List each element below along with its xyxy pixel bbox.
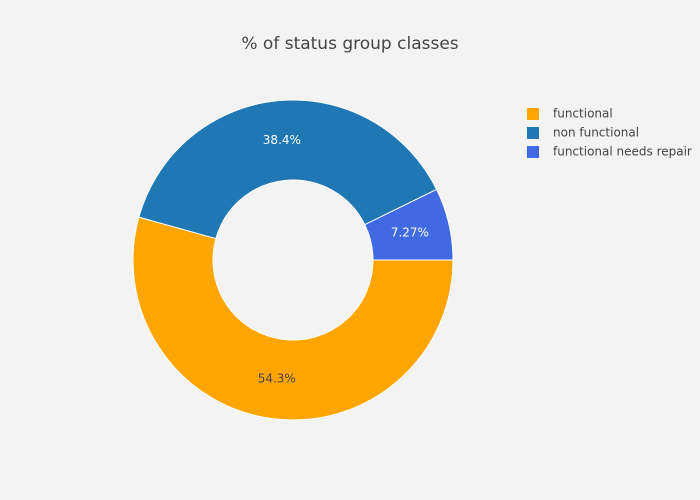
legend-swatch — [527, 127, 539, 139]
legend-label: functional needs repair — [553, 145, 692, 159]
value-label: 54.3% — [258, 371, 296, 385]
legend-label: functional — [553, 107, 613, 121]
value-label: 38.4% — [263, 133, 301, 147]
pie-slice — [138, 99, 438, 240]
value-label: 7.27% — [391, 225, 429, 239]
legend-swatch — [527, 108, 539, 120]
pie-slice — [364, 188, 454, 261]
chart-title: % of status group classes — [241, 34, 458, 54]
pie-slice — [132, 216, 454, 421]
legend-swatch — [527, 146, 539, 158]
legend-label: non functional — [553, 126, 639, 140]
